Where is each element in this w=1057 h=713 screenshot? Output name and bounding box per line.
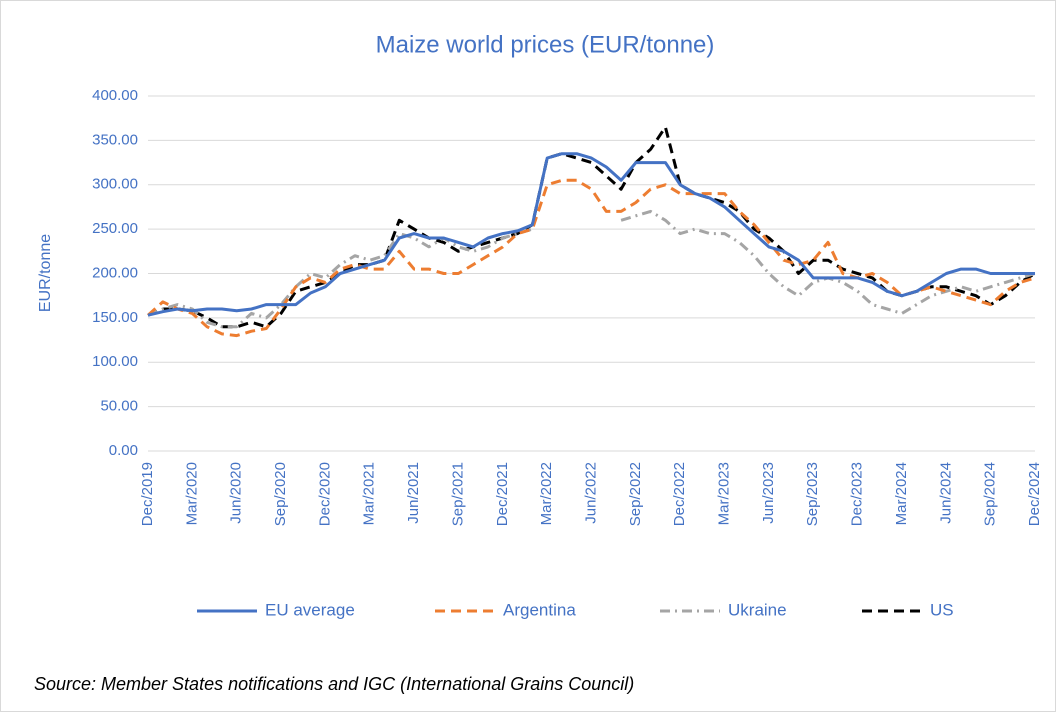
y-tick-label: 100.00 bbox=[92, 353, 138, 370]
legend-label: Ukraine bbox=[728, 600, 787, 619]
x-tick-label: Dec/2024 bbox=[1026, 462, 1043, 526]
chart-title: Maize world prices (EUR/tonne) bbox=[376, 31, 715, 58]
x-tick-label: Jun/2021 bbox=[405, 462, 422, 524]
x-tick-label: Mar/2023 bbox=[716, 462, 733, 525]
y-tick-label: 350.00 bbox=[92, 131, 138, 148]
y-tick-label: 250.00 bbox=[92, 220, 138, 237]
y-axis-label: EUR/tonne bbox=[37, 234, 54, 312]
y-tick-label: 150.00 bbox=[92, 309, 138, 326]
x-tick-label: Dec/2021 bbox=[494, 462, 511, 526]
legend-label: Argentina bbox=[503, 600, 576, 619]
x-tick-label: Jun/2022 bbox=[582, 462, 599, 524]
x-tick-label: Sep/2021 bbox=[449, 462, 466, 526]
x-tick-label: Sep/2023 bbox=[804, 462, 821, 526]
y-tick-label: 400.00 bbox=[92, 87, 138, 104]
x-tick-label: Jun/2023 bbox=[760, 462, 777, 524]
y-tick-label: 200.00 bbox=[92, 264, 138, 281]
x-tick-label: Jun/2020 bbox=[228, 462, 245, 524]
legend-label: EU average bbox=[265, 600, 355, 619]
x-tick-label: Sep/2020 bbox=[272, 462, 289, 526]
series-line bbox=[146, 178, 1036, 338]
x-tick-label: Dec/2020 bbox=[316, 462, 333, 526]
series-line bbox=[147, 152, 1035, 317]
y-tick-label: 50.00 bbox=[100, 398, 138, 415]
x-tick-label: Mar/2024 bbox=[893, 462, 910, 525]
x-tick-label: Dec/2022 bbox=[671, 462, 688, 526]
y-tick-label: 0.00 bbox=[109, 442, 138, 459]
x-tick-label: Sep/2024 bbox=[982, 462, 999, 526]
x-tick-label: Dec/2019 bbox=[139, 462, 156, 526]
legend-label: US bbox=[930, 600, 954, 619]
x-tick-label: Mar/2020 bbox=[183, 462, 200, 525]
x-tick-label: Mar/2021 bbox=[361, 462, 378, 525]
x-tick-label: Sep/2022 bbox=[627, 462, 644, 526]
x-tick-label: Dec/2023 bbox=[849, 462, 866, 526]
source-note: Source: Member States notifications and … bbox=[34, 674, 634, 694]
x-tick-label: Mar/2022 bbox=[538, 462, 555, 525]
x-tick-label: Jun/2024 bbox=[937, 462, 954, 524]
y-tick-label: 300.00 bbox=[92, 176, 138, 193]
